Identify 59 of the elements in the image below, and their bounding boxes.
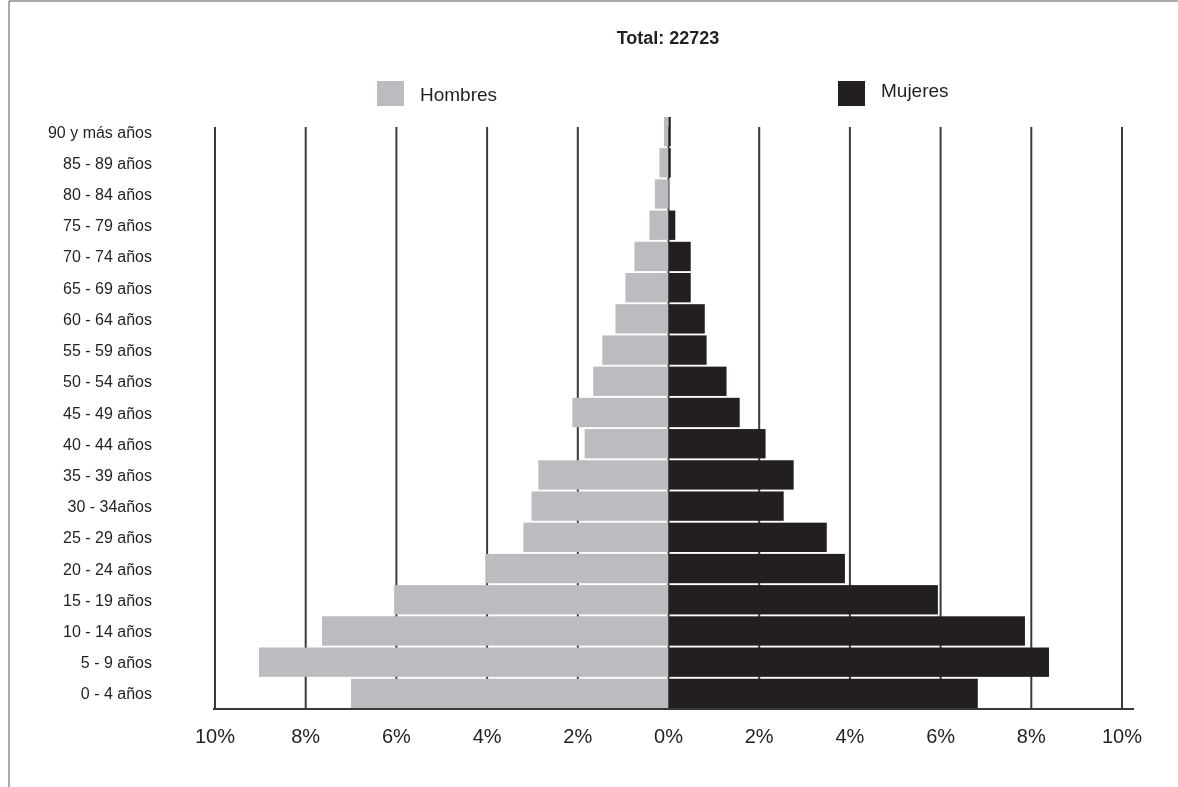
bar xyxy=(668,585,938,615)
y-tick-label: 15 - 19 años xyxy=(63,591,152,609)
x-tick-label: 10% xyxy=(1101,725,1143,747)
bar xyxy=(668,647,1049,677)
x-tick-label: 6% xyxy=(926,725,956,747)
x-tick-label: 0% xyxy=(654,725,684,747)
x-tick-label: 8% xyxy=(1016,725,1046,747)
y-tick-label: 25 - 29 años xyxy=(63,529,152,547)
y-tick-label: 70 - 74 años xyxy=(63,248,152,266)
bar xyxy=(668,616,1025,646)
x-tick-label: 4% xyxy=(472,725,502,747)
y-tick-label: 40 - 44 años xyxy=(63,435,152,453)
bar xyxy=(668,553,845,584)
bar xyxy=(258,647,669,677)
bar xyxy=(625,272,669,303)
y-tick-label: 55 - 59 años xyxy=(63,342,152,360)
y-tick-label: 10 - 14 años xyxy=(63,622,152,640)
y-tick-label: 45 - 49 años xyxy=(63,404,152,422)
y-tick-label: 90 y más años xyxy=(47,123,152,141)
y-tick-label: 75 - 79 años xyxy=(63,217,152,235)
bar xyxy=(634,241,669,272)
legend-label: Mujeres xyxy=(881,80,949,101)
bar xyxy=(351,678,669,709)
bar xyxy=(668,678,978,709)
y-tick-label: 65 - 69 años xyxy=(63,279,152,297)
y-tick-label: 20 - 24 años xyxy=(63,560,152,578)
x-tick-label: 4% xyxy=(835,725,865,747)
bar xyxy=(593,366,669,396)
bar xyxy=(668,366,727,396)
bar xyxy=(649,210,669,240)
bar xyxy=(584,429,669,459)
bar xyxy=(668,272,691,303)
y-tick-label: 80 - 84 años xyxy=(63,186,152,204)
y-tick-label: 85 - 89 años xyxy=(63,154,152,172)
x-tick-label: 2% xyxy=(563,725,593,747)
bar xyxy=(322,616,669,646)
y-tick-label: 5 - 9 años xyxy=(80,654,152,672)
y-tick-label: 60 - 64 años xyxy=(63,310,152,328)
bar xyxy=(659,148,669,178)
y-tick-label: 35 - 39 años xyxy=(63,466,152,484)
legend-label: Hombres xyxy=(420,84,498,105)
bar xyxy=(668,241,691,272)
bar xyxy=(394,585,669,615)
bar xyxy=(654,179,669,209)
y-tick-label: 0 - 4 años xyxy=(80,685,152,703)
bar xyxy=(668,397,740,428)
bar xyxy=(668,429,766,459)
chart-title: Total: 22723 xyxy=(616,28,720,48)
x-tick-label: 6% xyxy=(381,725,412,747)
y-tick-label: 30 - 34años xyxy=(67,498,152,516)
bar xyxy=(485,553,669,584)
bar xyxy=(668,522,827,553)
bar xyxy=(523,522,669,553)
bar xyxy=(572,397,669,428)
x-tick-label: 8% xyxy=(291,725,321,747)
y-tick-label: 50 - 54 años xyxy=(63,373,152,391)
x-tick-label: 2% xyxy=(744,725,774,747)
x-tick-label: 10% xyxy=(194,725,236,747)
bar xyxy=(663,116,669,147)
